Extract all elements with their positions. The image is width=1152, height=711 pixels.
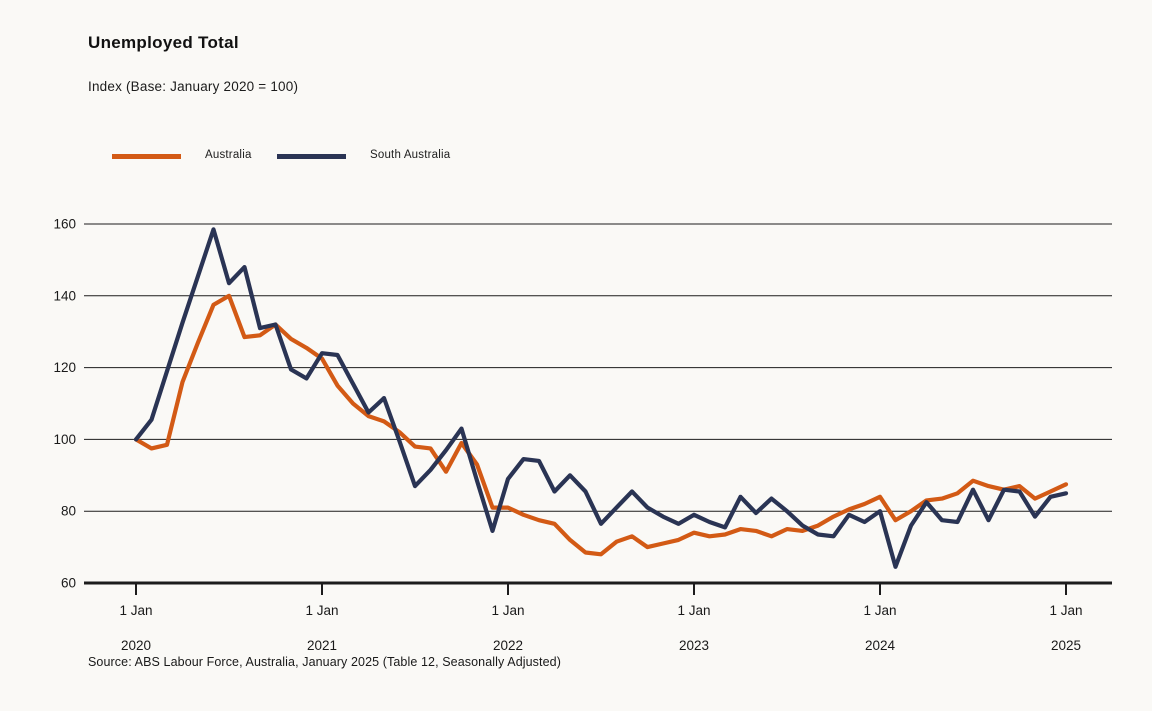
y-axis-tick-label: 140 — [53, 288, 76, 303]
legend-label-australia: Australia — [205, 149, 252, 161]
legend-swatch-south-australia — [277, 154, 346, 159]
x-axis-tick-label: 1 Jan — [863, 603, 896, 618]
chart-title: Unemployed Total — [88, 33, 239, 52]
y-axis-tick-label: 160 — [53, 217, 76, 232]
y-axis-tick-label: 120 — [53, 360, 76, 375]
x-axis-tick-label: 1 Jan — [119, 603, 152, 618]
y-axis-tick-label: 60 — [61, 576, 76, 591]
x-axis-year-label: 2021 — [307, 638, 337, 653]
legend-label-south-australia: South Australia — [370, 149, 451, 161]
x-axis-year-label: 2024 — [865, 638, 896, 653]
x-axis-tick-label: 1 Jan — [305, 603, 338, 618]
legend-swatch-australia — [112, 154, 181, 159]
x-axis-tick-label: 1 Jan — [677, 603, 710, 618]
y-axis-tick-label: 100 — [53, 432, 76, 447]
x-axis-year-label: 2025 — [1051, 638, 1081, 653]
y-axis-tick-label: 80 — [61, 504, 76, 519]
south-australia-line — [133, 227, 1069, 569]
x-axis-tick-label: 1 Jan — [1049, 603, 1082, 618]
x-axis-year-label: 2022 — [493, 638, 523, 653]
australia-line — [133, 293, 1069, 557]
source-note: Source: ABS Labour Force, Australia, Jan… — [88, 655, 561, 669]
chart-subtitle: Index (Base: January 2020 = 100) — [88, 79, 299, 94]
x-axis-year-label: 2020 — [121, 638, 151, 653]
x-axis-year-label: 2023 — [679, 638, 709, 653]
x-axis-tick-label: 1 Jan — [491, 603, 524, 618]
